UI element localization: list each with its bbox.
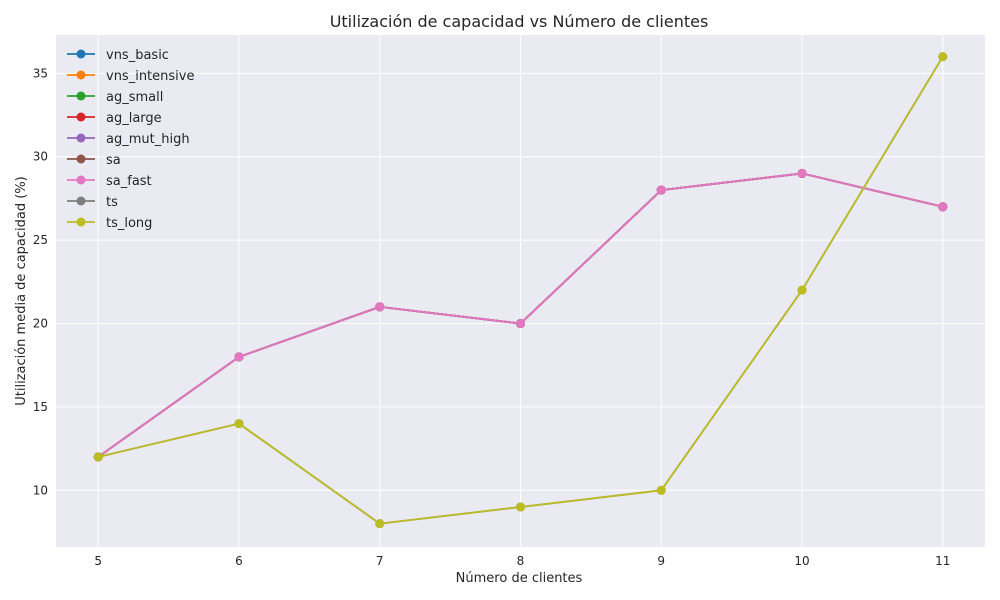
legend-swatch-marker xyxy=(76,133,86,143)
legend-label: ag_mut_high xyxy=(106,132,190,147)
data-point xyxy=(375,519,385,529)
legend-item: ag_mut_high xyxy=(67,132,190,147)
legend-label: ts_long xyxy=(106,216,152,231)
data-point xyxy=(656,185,666,195)
legend-label: ts xyxy=(106,195,118,210)
x-axis-ticks: 5 6 7 8 9 10 11 xyxy=(94,554,950,568)
data-point xyxy=(93,452,103,462)
y-axis-label: Utilización media de capacidad (%) xyxy=(14,176,29,406)
legend-label: ag_small xyxy=(106,90,163,105)
legend-label: vns_intensive xyxy=(106,69,194,84)
x-axis-label: Número de clientes xyxy=(456,571,583,586)
legend-label: sa_fast xyxy=(106,174,152,189)
legend-item: ts xyxy=(67,195,118,210)
y-axis-ticks: 10 15 20 25 30 35 xyxy=(33,66,48,497)
legend-swatch-marker xyxy=(76,154,86,164)
legend-swatch-marker xyxy=(76,175,86,185)
y-tick-label: 35 xyxy=(33,66,48,80)
legend-item: vns_basic xyxy=(67,48,169,63)
data-point xyxy=(516,319,525,329)
legend: vns_basic vns_intensive ag_small ag_largeag… xyxy=(67,48,194,231)
series-lines xyxy=(93,52,948,529)
legend-swatch-marker xyxy=(76,70,86,80)
legend-item: ag_small xyxy=(67,90,163,105)
data-point xyxy=(516,502,525,512)
data-point xyxy=(375,302,385,312)
series-ts_long xyxy=(93,52,948,529)
x-tick-label: 7 xyxy=(376,554,384,568)
legend-item: vns_intensive xyxy=(67,69,194,84)
x-tick-label: 10 xyxy=(794,554,809,568)
legend-label: vns_basic xyxy=(106,48,169,63)
x-tick-label: 6 xyxy=(235,554,243,568)
legend-label: sa xyxy=(106,153,121,168)
y-tick-label: 10 xyxy=(33,483,48,497)
legend-swatch-marker xyxy=(76,217,86,227)
y-tick-label: 15 xyxy=(33,400,48,414)
legend-swatch-marker xyxy=(76,49,86,59)
y-tick-label: 30 xyxy=(33,150,48,164)
legend-swatch-marker xyxy=(76,196,86,206)
chart-title: Utilización de capacidad vs Número de cl… xyxy=(330,12,709,31)
data-point xyxy=(656,485,666,495)
legend-item: sa xyxy=(67,153,121,168)
y-tick-label: 25 xyxy=(33,233,48,247)
series-sa_fast xyxy=(93,168,948,462)
data-point xyxy=(797,168,807,178)
legend-label: ag_large xyxy=(106,111,162,126)
legend-item: ag_large xyxy=(67,111,162,126)
data-point xyxy=(938,202,948,212)
data-point xyxy=(797,285,807,295)
data-point xyxy=(234,352,244,362)
legend-item: ts_long xyxy=(67,216,152,231)
y-tick-label: 20 xyxy=(33,317,48,331)
x-tick-label: 11 xyxy=(935,554,950,568)
x-tick-label: 5 xyxy=(94,554,102,568)
x-tick-label: 8 xyxy=(517,554,525,568)
data-point xyxy=(234,419,244,429)
legend-swatch-marker xyxy=(76,91,86,101)
x-tick-label: 9 xyxy=(657,554,665,568)
legend-item: sa_fast xyxy=(67,174,152,189)
legend-swatch-marker xyxy=(76,112,86,122)
data-point xyxy=(938,52,948,62)
